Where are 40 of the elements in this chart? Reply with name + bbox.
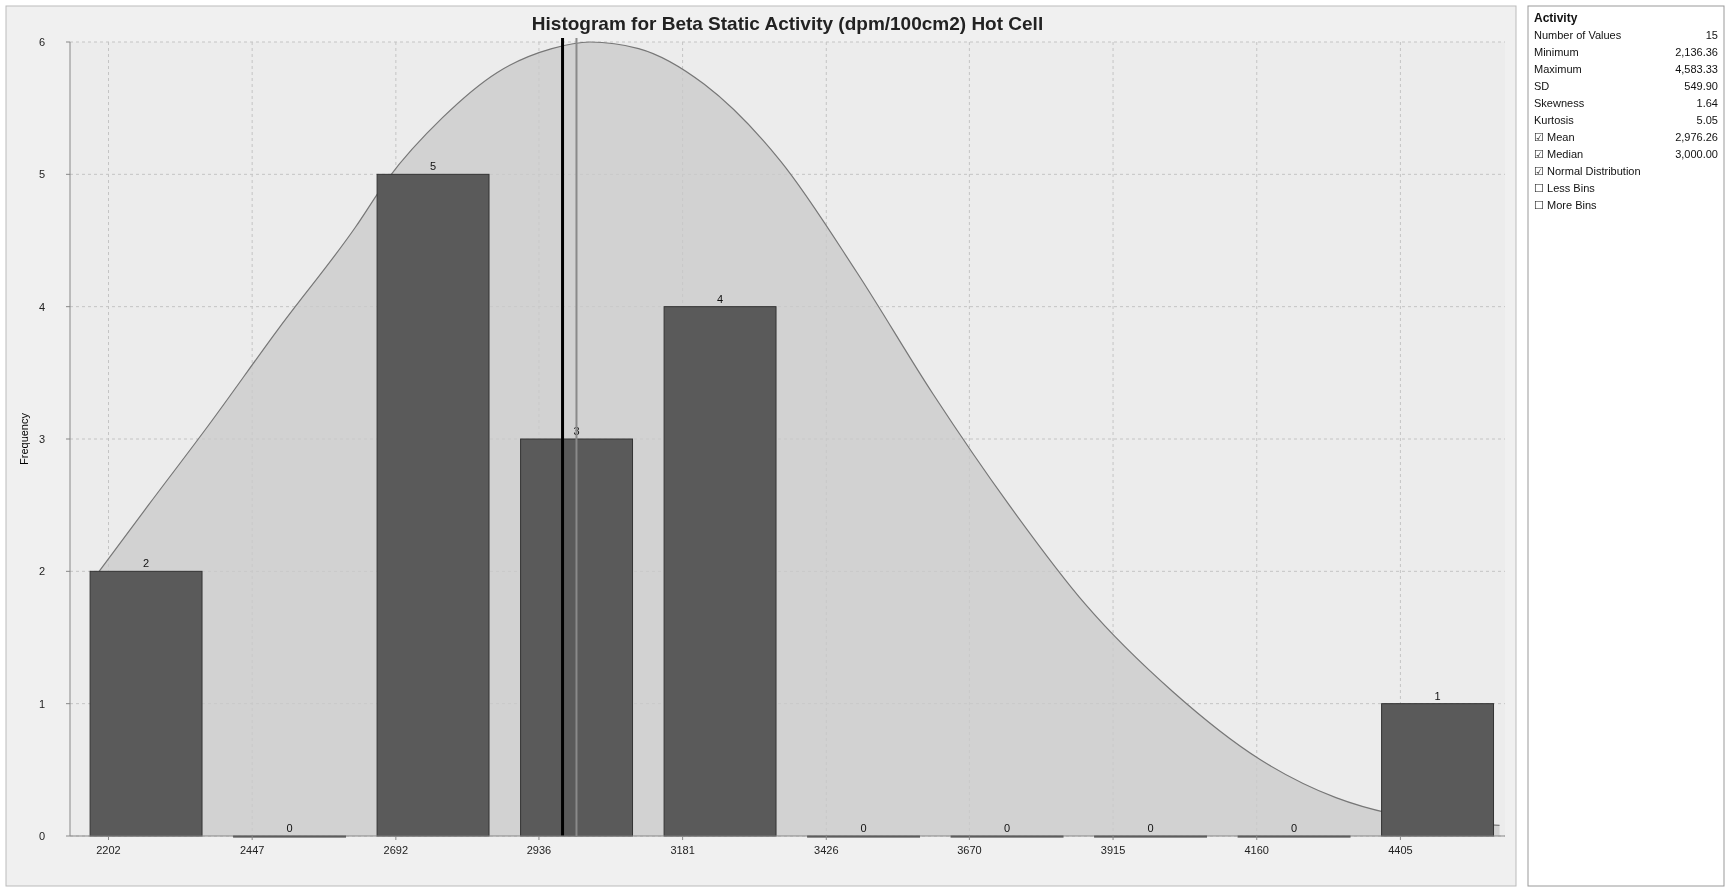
chart-title: Histogram for Beta Static Activity (dpm/100cm2) Hot Cell xyxy=(531,13,1044,34)
data-label: 5 xyxy=(429,160,437,173)
y-tick-label: 6 xyxy=(38,36,46,48)
text: ☐ More Bins xyxy=(1534,199,1598,211)
data-label: 0 xyxy=(286,822,293,834)
x-tick-label: 4405 xyxy=(1388,844,1413,856)
text: Maximum 4,583.33 xyxy=(1534,63,1718,75)
data-label: 2 xyxy=(142,557,150,570)
text: ☑ Normal Distribution xyxy=(1534,165,1641,177)
text: ☐ Less Bins xyxy=(1534,182,1596,194)
y-tick-label: 1 xyxy=(38,697,46,710)
text: ☑ Median 3,000.00 xyxy=(1534,148,1718,160)
y-tick-label: 4 xyxy=(38,300,46,313)
text: Kurtosis 5.05 xyxy=(1534,114,1718,126)
y-tick-label: 5 xyxy=(38,168,46,181)
x-tick-label: 2692 xyxy=(383,844,409,856)
text: Number of Values 15 xyxy=(1534,29,1718,41)
y-tick-label: 3 xyxy=(38,433,46,445)
x-tick-label: 4160 xyxy=(1244,844,1269,856)
text: Activity xyxy=(1534,11,1578,25)
x-tick-label: 3426 xyxy=(814,844,839,856)
data-label: 1 xyxy=(1434,689,1441,702)
text: Minimum 2,136.36 xyxy=(1534,46,1718,58)
x-tick-label: 2447 xyxy=(239,844,265,856)
data-label: 0 xyxy=(1147,822,1154,834)
text: ☑ Mean 2,976.26 xyxy=(1534,131,1718,143)
y-tick-label: 0 xyxy=(38,830,46,842)
y-axis-title: Frequency xyxy=(18,412,30,465)
data-label: 4 xyxy=(716,292,724,305)
text: Skewness 1.64 xyxy=(1534,97,1718,109)
x-tick-label: 3915 xyxy=(1100,844,1126,856)
text: SD 549.90 xyxy=(1534,80,1718,92)
x-tick-label: 2202 xyxy=(96,844,121,856)
y-tick-label: 2 xyxy=(38,565,46,578)
x-tick-label: 2936 xyxy=(526,844,552,856)
x-tick-label: 3670 xyxy=(957,844,982,856)
data-label: 0 xyxy=(860,822,867,834)
data-label: 0 xyxy=(1290,822,1298,834)
x-tick-label: 3181 xyxy=(670,844,695,856)
data-label: 0 xyxy=(1003,822,1011,834)
